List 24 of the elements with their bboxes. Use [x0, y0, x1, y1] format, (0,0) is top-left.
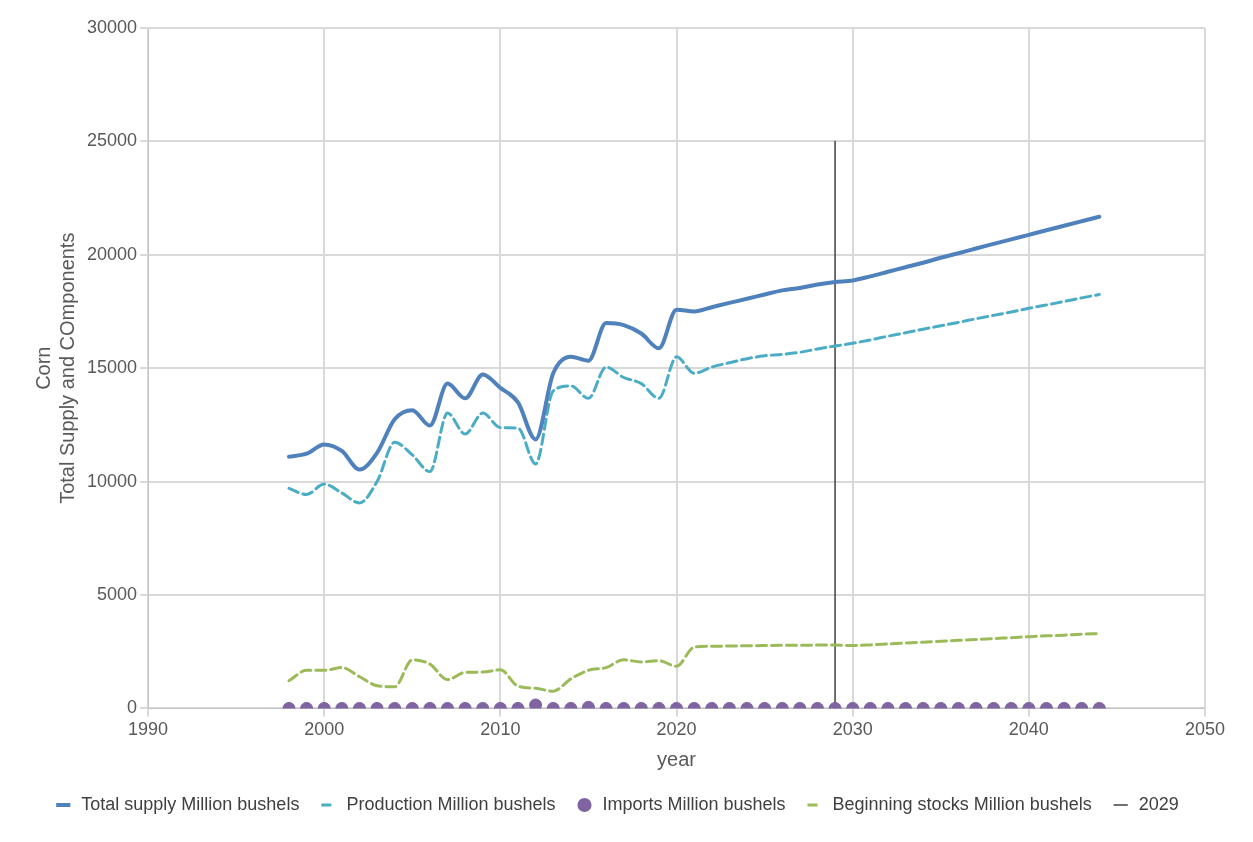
line-series — [286, 214, 1102, 472]
legend-label: Production Million bushels — [346, 793, 556, 814]
x-tick-label: 2010 — [480, 719, 521, 740]
y-tick-label: 0 — [127, 697, 138, 718]
legend-label: Total supply Million bushels — [81, 793, 300, 814]
x-tick-label: 2000 — [304, 719, 345, 740]
x-tick-label: 2040 — [1008, 719, 1049, 740]
y-tick-label: 15000 — [86, 357, 138, 378]
y-axis-title: Corn Total Supply and COmponents — [31, 232, 78, 504]
legend-label: 2029 — [1138, 793, 1179, 814]
y-tick-label: 10000 — [86, 470, 138, 491]
y-tick-label: 25000 — [86, 130, 138, 151]
x-tick-label: 2050 — [1184, 719, 1226, 740]
y-tick-label: 5000 — [97, 583, 138, 604]
legend-label: Imports Million bushels — [602, 793, 786, 814]
line-series — [287, 632, 1101, 693]
x-tick-label: 2030 — [832, 719, 873, 740]
x-tick-label: 2020 — [656, 719, 697, 740]
y-tick-label: 30000 — [86, 16, 138, 37]
legend-label: Beginning stocks Million bushels — [832, 793, 1092, 814]
y-tick-label: 20000 — [86, 243, 138, 264]
line-series — [287, 292, 1101, 505]
x-axis-title: year — [657, 747, 697, 770]
x-tick-label: 1990 — [128, 719, 169, 740]
